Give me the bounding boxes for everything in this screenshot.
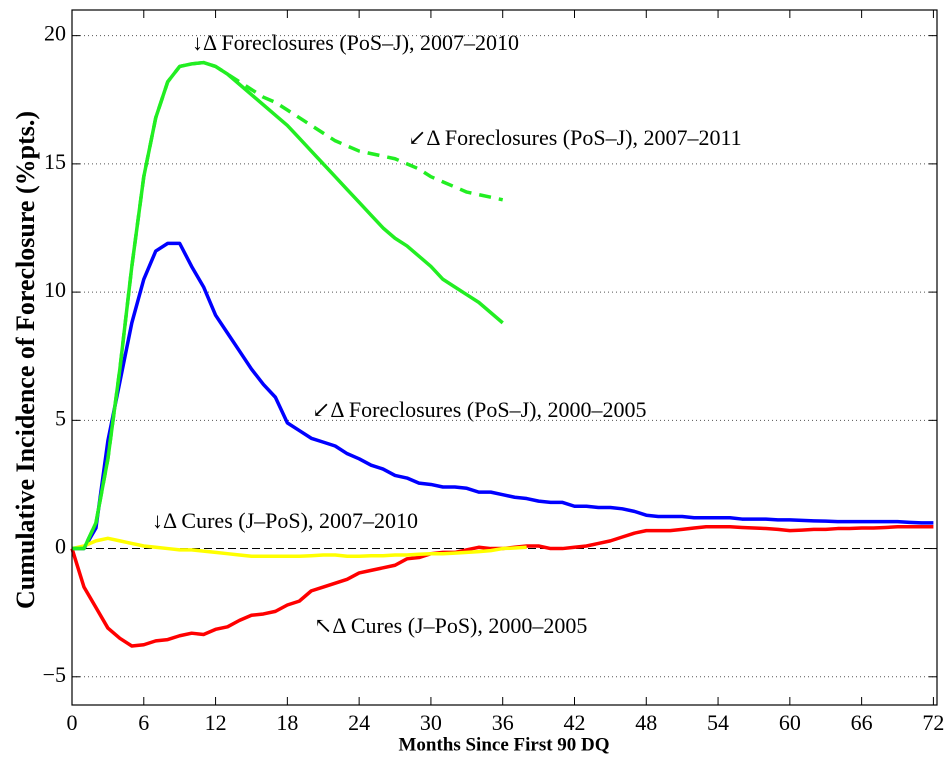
- annotation: ↙Δ Foreclosures (PoS–J), 2007–2011: [408, 125, 742, 150]
- y-tick-label: 20: [44, 21, 66, 46]
- x-tick-label: 18: [276, 710, 298, 735]
- x-tick-label: 12: [205, 710, 227, 735]
- y-tick-label: −5: [43, 662, 66, 687]
- y-tick-label: 0: [55, 534, 66, 559]
- x-tick-label: 6: [138, 710, 149, 735]
- series-line: [72, 60, 504, 551]
- y-axis-label: Cumulative Incidence of Foreclosure (%pt…: [11, 111, 40, 609]
- annotation: ↓Δ Foreclosures (PoS–J), 2007–2010: [192, 30, 519, 55]
- y-tick-label: 15: [44, 149, 66, 174]
- x-tick-label: 66: [851, 710, 873, 735]
- x-tick-label: 30: [420, 710, 442, 735]
- series-line: [71, 536, 527, 558]
- annotation: ↖Δ Cures (J–PoS), 2000–2005: [314, 613, 587, 638]
- annotation: ↙Δ Foreclosures (PoS–J), 2000–2005: [312, 397, 646, 422]
- x-axis-label: Months Since First 90 DQ: [398, 734, 609, 755]
- series-line: [72, 241, 934, 551]
- y-tick-label: 5: [55, 405, 66, 430]
- x-tick-label: 54: [707, 710, 729, 735]
- x-tick-label: 36: [492, 710, 514, 735]
- x-tick-label: 48: [635, 710, 657, 735]
- x-tick-label: 72: [922, 710, 944, 735]
- x-tick-label: 42: [563, 710, 585, 735]
- plot-frame: [71, 9, 938, 706]
- x-tick-label: 24: [348, 710, 370, 735]
- y-tick-label: 10: [44, 277, 66, 302]
- x-tick-label: 60: [779, 710, 801, 735]
- x-tick-label: 0: [67, 710, 78, 735]
- annotation: ↓Δ Cures (J–PoS), 2007–2010: [152, 508, 418, 533]
